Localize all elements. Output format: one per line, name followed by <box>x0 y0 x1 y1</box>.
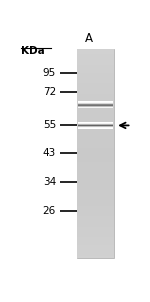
Bar <box>77 240 114 243</box>
Bar <box>77 49 114 52</box>
Text: A: A <box>84 32 93 45</box>
Bar <box>77 130 114 133</box>
Bar <box>77 182 114 185</box>
Bar <box>77 224 114 227</box>
Bar <box>77 52 114 54</box>
Bar <box>77 190 114 193</box>
Bar <box>77 117 114 120</box>
Bar <box>77 122 114 125</box>
Bar <box>77 99 114 101</box>
Bar <box>77 193 114 195</box>
Bar <box>77 206 114 209</box>
Bar <box>77 209 114 211</box>
Bar <box>77 203 114 206</box>
Bar <box>77 65 114 67</box>
Bar <box>77 96 114 99</box>
Bar <box>77 159 114 162</box>
Bar <box>77 185 114 188</box>
Bar <box>77 59 114 62</box>
Bar <box>77 235 114 237</box>
Bar <box>77 154 114 156</box>
Bar <box>77 94 114 96</box>
Bar <box>77 172 114 175</box>
Bar <box>77 156 114 159</box>
Bar <box>77 248 114 250</box>
Text: 26: 26 <box>43 206 56 216</box>
Bar <box>77 201 114 203</box>
Bar <box>77 245 114 248</box>
Bar <box>77 101 114 104</box>
Text: 55: 55 <box>43 120 56 130</box>
Bar <box>77 169 114 172</box>
Text: 72: 72 <box>43 87 56 97</box>
Bar <box>77 149 114 151</box>
Bar <box>77 114 114 117</box>
Bar <box>77 167 114 169</box>
Bar <box>77 175 114 177</box>
Bar <box>77 88 114 91</box>
Bar <box>77 83 114 86</box>
Bar <box>77 146 114 149</box>
Text: KDa: KDa <box>21 46 45 56</box>
Text: 95: 95 <box>43 68 56 78</box>
Bar <box>77 72 114 75</box>
Bar <box>77 250 114 253</box>
Bar <box>77 120 114 122</box>
Bar <box>77 107 114 109</box>
Bar <box>77 141 114 143</box>
Bar <box>77 198 114 201</box>
Bar <box>77 49 114 258</box>
Bar <box>77 243 114 245</box>
Bar <box>77 70 114 72</box>
Bar <box>77 256 114 258</box>
Bar <box>77 177 114 180</box>
Bar <box>77 112 114 114</box>
Bar <box>77 222 114 224</box>
Bar <box>77 62 114 65</box>
Bar <box>77 133 114 135</box>
Bar <box>77 214 114 217</box>
Bar <box>77 67 114 70</box>
Bar <box>77 135 114 138</box>
Text: 43: 43 <box>43 148 56 158</box>
Bar <box>77 78 114 80</box>
Bar <box>77 57 114 59</box>
Bar <box>77 80 114 83</box>
Text: 34: 34 <box>43 177 56 187</box>
Bar <box>77 91 114 94</box>
Bar <box>77 237 114 240</box>
Bar <box>77 253 114 256</box>
Bar <box>77 127 114 130</box>
Bar <box>77 125 114 127</box>
Bar <box>77 151 114 154</box>
Bar <box>77 75 114 78</box>
Bar <box>77 232 114 235</box>
Bar <box>77 219 114 222</box>
Bar <box>77 143 114 146</box>
Bar <box>77 188 114 190</box>
Bar <box>77 180 114 182</box>
Bar <box>77 162 114 164</box>
Bar <box>77 138 114 141</box>
Bar <box>77 227 114 230</box>
Bar <box>77 230 114 232</box>
Bar <box>77 195 114 198</box>
Bar <box>77 217 114 219</box>
Bar <box>77 86 114 88</box>
Bar <box>77 54 114 57</box>
Bar <box>77 109 114 112</box>
Bar <box>77 164 114 167</box>
Bar <box>77 211 114 214</box>
Bar <box>77 104 114 107</box>
